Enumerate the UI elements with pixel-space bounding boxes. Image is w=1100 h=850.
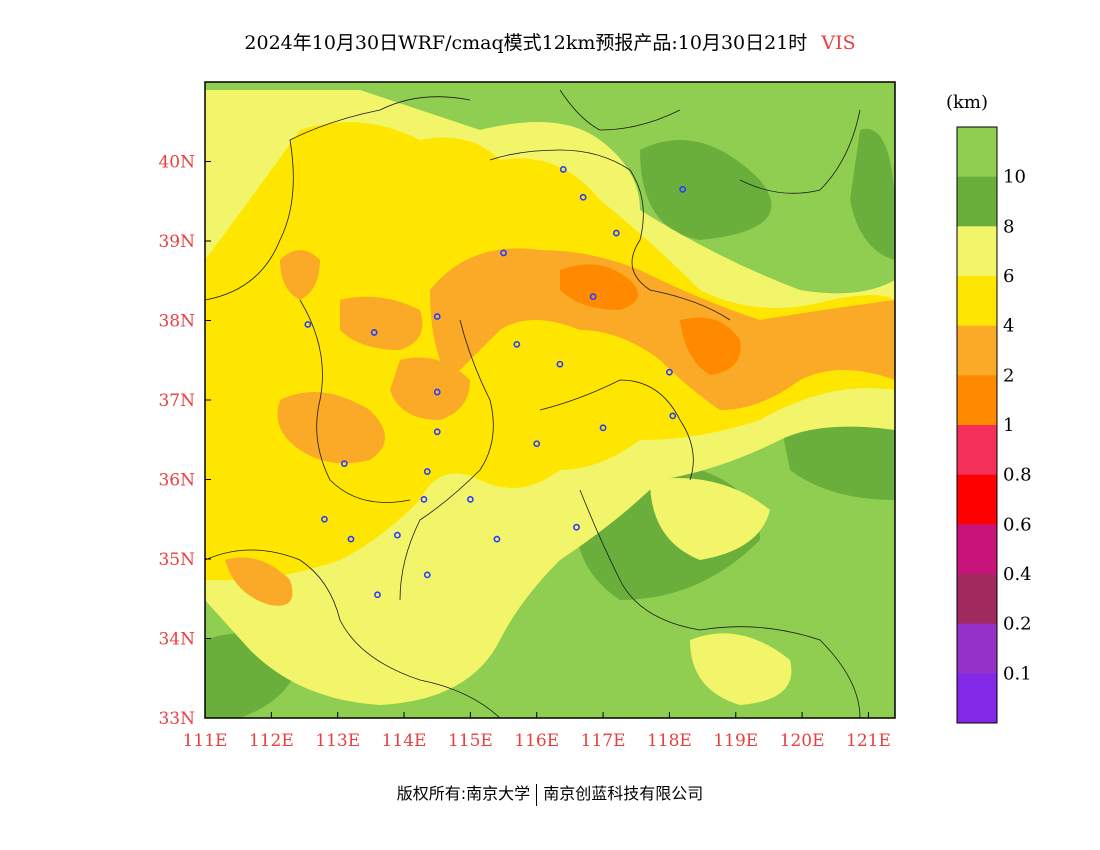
x-tick-label: 120E: [780, 731, 825, 751]
colorbar-swatch: [957, 673, 997, 724]
city-marker: [433, 388, 441, 396]
longitude-axis: 111E 112E 113E 114E 115E 116E 117E 118E 119E 120E…: [183, 712, 891, 751]
colorbar-swatch: [957, 474, 997, 525]
colorbar-label: 2: [1003, 365, 1014, 386]
colorbar-swatch: [957, 425, 997, 476]
x-tick-label: 117E: [581, 731, 626, 751]
y-tick-label: 40N: [158, 153, 195, 173]
city-marker: [679, 185, 687, 193]
colorbar-label: 1: [1003, 415, 1014, 436]
city-marker: [466, 495, 474, 503]
colorbar-label: 8: [1003, 216, 1014, 237]
latitude-axis: 33N 34N 35N 36N 37N 38N 39N 40N: [158, 153, 211, 729]
colorbar-frame: [956, 126, 998, 724]
y-tick-label: 34N: [158, 630, 195, 650]
colorbar-label: 0.4: [1003, 564, 1032, 585]
y-tick-label: 38N: [158, 312, 195, 332]
y-tick-label: 39N: [158, 232, 195, 252]
colorbar-label: 0.6: [1003, 514, 1032, 535]
city-marker: [533, 440, 541, 448]
city-marker: [666, 368, 673, 376]
city-marker: [556, 360, 564, 368]
x-tick-label: 115E: [448, 731, 493, 751]
title-variable: VIS: [821, 32, 856, 54]
colorbar: (km) 10 8 6 4 2 1 0.8 0.6 0.4 0.2 0.1: [946, 92, 1032, 724]
x-tick-label: 113E: [315, 731, 360, 751]
colorbar-label: 6: [1003, 266, 1014, 287]
copyright-right: 南京创蓝科技有限公司: [543, 784, 704, 803]
city-marker: [612, 229, 620, 237]
colorbar-swatch: [957, 226, 997, 277]
colorbar-label: 0.8: [1003, 465, 1032, 486]
city-markers: [304, 166, 687, 599]
x-tick-label: 112E: [249, 731, 294, 751]
city-marker: [599, 424, 607, 432]
city-marker: [433, 428, 441, 436]
y-tick-label: 36N: [158, 471, 195, 491]
city-marker: [589, 293, 597, 301]
y-tick-label: 35N: [158, 550, 195, 570]
colorbar-swatch: [957, 127, 997, 178]
city-marker: [493, 535, 501, 543]
city-marker: [579, 193, 587, 201]
city-marker: [340, 460, 348, 467]
city-marker: [433, 313, 441, 320]
x-tick-label: 119E: [713, 731, 758, 751]
city-marker: [669, 412, 677, 420]
colorbar-swatch: [957, 325, 997, 376]
colorbar-label: 0.1: [1003, 663, 1032, 684]
visibility-field: [205, 82, 895, 718]
colorbar-unit: (km): [946, 92, 988, 113]
colorbar-swatch: [957, 623, 997, 674]
y-tick-label: 33N: [158, 709, 195, 729]
city-marker: [374, 591, 381, 599]
colorbar-label: 10: [1003, 167, 1026, 188]
city-marker: [420, 495, 428, 503]
x-tick-label: 114E: [382, 731, 427, 751]
city-marker: [500, 249, 507, 257]
footer-separator: [536, 783, 538, 806]
map-title: 2024年10月30日WRF/cmaq模式12km预报产品:10月30日21时 …: [0, 28, 1100, 55]
x-tick-label: 118E: [647, 731, 692, 751]
city-marker: [423, 571, 431, 579]
city-marker: [370, 329, 378, 336]
colorbar-label: 0.2: [1003, 614, 1032, 635]
colorbar-swatch: [957, 574, 997, 625]
city-marker: [321, 515, 328, 523]
colorbar-swatch: [957, 176, 997, 227]
city-marker: [423, 468, 431, 475]
colorbar-label: 4: [1003, 316, 1014, 337]
colorbar-swatch: [957, 524, 997, 575]
city-marker: [559, 166, 567, 173]
y-tick-label: 37N: [158, 391, 195, 411]
copyright-left: 版权所有:南京大学: [396, 784, 531, 803]
colorbar-swatch: [957, 276, 997, 327]
title-main: 2024年10月30日WRF/cmaq模式12km预报产品:10月30日21时: [244, 32, 808, 54]
city-marker: [347, 535, 355, 543]
copyright-footer: 版权所有:南京大学 南京创蓝科技有限公司: [0, 780, 1100, 806]
x-tick-label: 116E: [514, 731, 559, 751]
colorbar-swatch: [957, 375, 997, 426]
city-marker: [394, 531, 401, 539]
x-tick-label: 111E: [183, 731, 228, 751]
province-boundaries: [205, 89, 861, 718]
x-tick-label: 121E: [846, 731, 891, 751]
city-marker: [513, 340, 521, 348]
city-marker: [304, 321, 312, 328]
city-marker: [573, 523, 580, 531]
